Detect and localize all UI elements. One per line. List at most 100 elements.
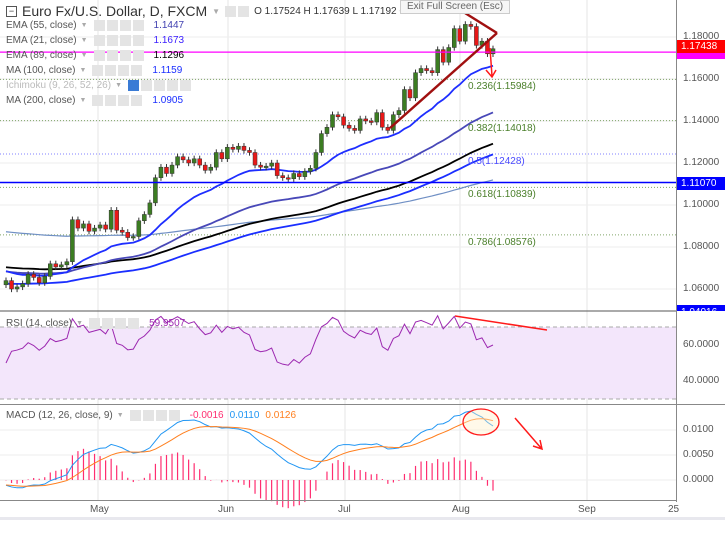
plus-icon[interactable] bbox=[118, 95, 130, 106]
arrow-down-macd[interactable] bbox=[514, 417, 544, 451]
chevron-down-icon[interactable]: ▼ bbox=[116, 412, 124, 419]
macd-value: 0.0110 bbox=[229, 410, 260, 421]
macd-signal-line[interactable] bbox=[5, 418, 494, 487]
gear-icon[interactable] bbox=[142, 410, 154, 421]
close-icon[interactable] bbox=[131, 95, 143, 106]
close-icon[interactable] bbox=[132, 50, 144, 61]
close-icon[interactable] bbox=[132, 20, 144, 31]
gear-icon[interactable] bbox=[105, 65, 117, 76]
candle-up bbox=[142, 214, 147, 221]
plus-icon[interactable] bbox=[155, 410, 167, 421]
indicator-label[interactable]: MA (200, close) bbox=[6, 95, 76, 106]
indicator-legend: MA (200, close) ▼ 1.0905 bbox=[6, 95, 183, 106]
symbol-title[interactable]: Euro Fx/U.S. Dollar, D, FXCM bbox=[22, 3, 208, 19]
eye-icon[interactable] bbox=[128, 80, 139, 91]
chevron-down-icon[interactable]: ▼ bbox=[76, 320, 84, 327]
eye-icon[interactable] bbox=[225, 5, 237, 17]
candle-up bbox=[291, 173, 297, 179]
candle-down bbox=[457, 28, 463, 42]
indicator-label[interactable]: EMA (21, close) bbox=[6, 35, 77, 46]
arrow-down-main[interactable] bbox=[485, 47, 497, 79]
rsi-divergence-line[interactable] bbox=[454, 315, 548, 331]
time-axis-label: Jun bbox=[218, 504, 235, 515]
gear-icon[interactable] bbox=[141, 80, 152, 91]
candle-up bbox=[319, 133, 324, 153]
gear-icon[interactable] bbox=[106, 20, 118, 31]
candle-down bbox=[53, 263, 59, 268]
macd-line[interactable] bbox=[5, 410, 494, 489]
price-tick-label: 1.06000 bbox=[683, 283, 720, 294]
eye-icon[interactable] bbox=[93, 35, 105, 46]
chevron-down-icon[interactable]: ▼ bbox=[115, 82, 122, 89]
chevron-down-icon[interactable]: ▼ bbox=[80, 22, 88, 29]
eye-icon[interactable] bbox=[92, 95, 104, 106]
ema21-line[interactable] bbox=[5, 64, 494, 277]
plus-icon[interactable] bbox=[119, 50, 131, 61]
candle-down bbox=[285, 177, 291, 180]
candle-up bbox=[169, 164, 175, 174]
ema55-line[interactable] bbox=[5, 111, 494, 275]
trendline-support[interactable] bbox=[389, 32, 498, 129]
chevron-down-icon[interactable]: ▼ bbox=[80, 52, 88, 59]
close-icon[interactable] bbox=[128, 318, 140, 329]
macd-signal-value: 0.0126 bbox=[265, 410, 297, 421]
chevron-down-icon[interactable]: ▼ bbox=[79, 97, 87, 104]
eye-icon[interactable] bbox=[93, 50, 105, 61]
eye-icon[interactable] bbox=[129, 410, 141, 421]
close-icon[interactable] bbox=[132, 35, 144, 46]
candle-up bbox=[490, 48, 496, 55]
rsi-line[interactable] bbox=[5, 314, 494, 366]
candle-down bbox=[352, 128, 357, 131]
ma100-line[interactable] bbox=[5, 153, 494, 285]
macd-crossover-circle[interactable] bbox=[462, 408, 500, 436]
candle-up bbox=[70, 219, 75, 262]
chevron-down-icon[interactable]: ▼ bbox=[79, 67, 87, 74]
collapse-icon[interactable]: − bbox=[6, 5, 17, 17]
braces-icon[interactable] bbox=[154, 80, 165, 91]
candle-down bbox=[258, 164, 263, 168]
close-icon[interactable] bbox=[131, 65, 143, 76]
plus-icon[interactable] bbox=[119, 20, 131, 31]
plus-icon[interactable] bbox=[115, 318, 127, 329]
gear-icon[interactable] bbox=[238, 5, 250, 17]
macd-legend: MACD (12, 26, close, 9) ▼ -0.0016 0.0110… bbox=[6, 410, 296, 421]
indicator-label[interactable]: EMA (89, close) bbox=[6, 50, 77, 61]
rsi-label[interactable]: RSI (14, close) bbox=[6, 318, 73, 329]
indicator-value: 1.1447 bbox=[153, 20, 185, 31]
plus-icon[interactable] bbox=[119, 35, 131, 46]
candle-down bbox=[36, 277, 42, 283]
candle-down bbox=[363, 118, 368, 122]
candle-down bbox=[380, 112, 385, 128]
ema89-line[interactable] bbox=[5, 142, 494, 271]
candle-up bbox=[81, 223, 86, 229]
close-icon[interactable] bbox=[180, 80, 191, 91]
indicator-label[interactable]: MA (100, close) bbox=[6, 65, 76, 76]
exit-fullscreen-tooltip[interactable]: Exit Full Screen (Esc) bbox=[400, 0, 511, 14]
eye-icon[interactable] bbox=[92, 65, 104, 76]
candle-up bbox=[25, 274, 31, 284]
close-icon[interactable] bbox=[168, 410, 180, 421]
trendline-resistance[interactable] bbox=[464, 11, 498, 35]
gear-icon[interactable] bbox=[105, 95, 117, 106]
gear-icon[interactable] bbox=[106, 35, 118, 46]
last-price-tag: 1.17438 bbox=[677, 39, 725, 53]
eye-icon[interactable] bbox=[93, 20, 105, 31]
indicator-label[interactable]: Ichimoku (9, 26, 52, 26) bbox=[6, 80, 112, 91]
candle-down bbox=[369, 120, 374, 123]
gear-icon[interactable] bbox=[106, 50, 118, 61]
gear-icon[interactable] bbox=[102, 318, 114, 329]
candle-up bbox=[48, 263, 53, 277]
candle-up bbox=[92, 227, 97, 232]
macd-label[interactable]: MACD (12, 26, close, 9) bbox=[6, 410, 113, 421]
plus-icon[interactable] bbox=[118, 65, 130, 76]
chevron-down-icon[interactable]: ▼ bbox=[80, 37, 88, 44]
plus-icon[interactable] bbox=[167, 80, 178, 91]
eye-icon[interactable] bbox=[89, 318, 101, 329]
drawings[interactable] bbox=[389, 11, 548, 451]
ma200-line[interactable] bbox=[5, 179, 494, 237]
macd-hist-value: -0.0016 bbox=[189, 410, 224, 421]
indicator-value: 1.0905 bbox=[152, 95, 184, 106]
chevron-down-icon[interactable]: ▼ bbox=[212, 6, 221, 16]
indicator-label[interactable]: EMA (55, close) bbox=[6, 20, 77, 31]
candle-down bbox=[440, 49, 446, 63]
